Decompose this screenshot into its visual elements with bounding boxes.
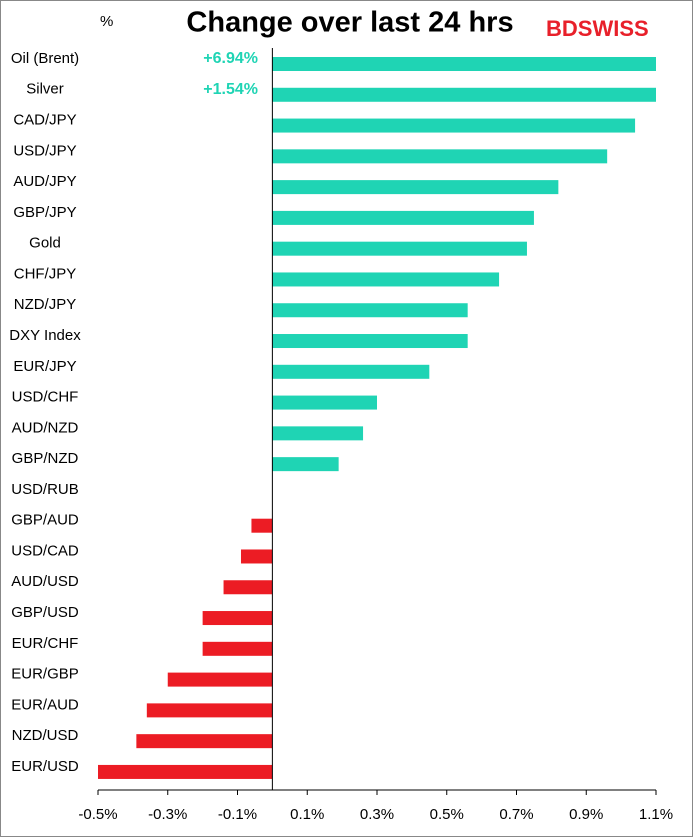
- value-label: +1.54%: [203, 81, 258, 98]
- bar: [272, 87, 656, 102]
- bar: [136, 734, 273, 749]
- x-tick-label: 0.5%: [430, 806, 464, 823]
- x-tick-label: 0.3%: [360, 806, 394, 823]
- y-tick-label: USD/JPY: [13, 142, 76, 159]
- bar: [202, 611, 273, 626]
- x-tick-label: -0.3%: [148, 806, 187, 823]
- y-tick-label: EUR/CHF: [12, 635, 79, 652]
- y-tick-label: Silver: [26, 81, 64, 98]
- bar: [272, 180, 559, 195]
- y-tick-label: Gold: [29, 235, 61, 252]
- y-tick-label: USD/CHF: [12, 389, 79, 406]
- bar: [272, 334, 468, 349]
- y-tick-label: GBP/USD: [11, 604, 79, 621]
- bar: [272, 118, 636, 133]
- y-tick-label: USD/RUB: [11, 481, 79, 498]
- y-tick-label: GBP/AUD: [11, 512, 79, 529]
- bar: [146, 703, 273, 718]
- unit-label: %: [100, 13, 113, 30]
- y-tick-label: EUR/AUD: [11, 696, 79, 713]
- y-tick-label: EUR/USD: [11, 758, 79, 775]
- bar: [167, 672, 273, 687]
- bar: [272, 149, 608, 164]
- chart-title: Change over last 24 hrs: [186, 7, 513, 39]
- bar: [272, 395, 377, 410]
- bar: [98, 764, 273, 779]
- x-tick-label: 0.1%: [290, 806, 324, 823]
- y-tick-label: CAD/JPY: [13, 112, 76, 129]
- bar: [272, 303, 468, 318]
- y-tick-label: AUD/JPY: [13, 173, 76, 190]
- bar: [202, 641, 273, 656]
- y-tick-label: GBP/JPY: [13, 204, 76, 221]
- bar: [272, 57, 656, 71]
- logo: BDSWISS: [546, 16, 649, 41]
- bar: [251, 518, 273, 533]
- y-tick-label: USD/CAD: [11, 542, 79, 559]
- x-tick-label: 1.1%: [639, 806, 673, 823]
- y-tick-label: GBP/NZD: [12, 450, 79, 467]
- bar: [223, 580, 273, 595]
- y-tick-label: EUR/GBP: [11, 666, 79, 683]
- x-tick-label: 0.7%: [499, 806, 533, 823]
- y-tick-label: NZD/JPY: [14, 296, 77, 313]
- bar: [272, 457, 339, 472]
- y-tick-label: NZD/USD: [12, 727, 79, 744]
- y-tick-label: CHF/JPY: [14, 265, 77, 282]
- bar: [272, 210, 534, 225]
- bar: [272, 272, 500, 287]
- bar: [240, 549, 273, 564]
- bar: [272, 364, 430, 379]
- y-tick-label: Oil (Brent): [11, 50, 79, 67]
- x-tick-label: -0.5%: [78, 806, 117, 823]
- y-tick-label: AUD/NZD: [12, 419, 79, 436]
- y-tick-label: EUR/JPY: [13, 358, 76, 375]
- value-label: +6.94%: [203, 50, 258, 67]
- bar: [272, 426, 364, 441]
- y-tick-label: AUD/USD: [11, 573, 79, 590]
- bar: [272, 241, 527, 256]
- y-tick-label: DXY Index: [9, 327, 81, 344]
- x-tick-label: 0.9%: [569, 806, 603, 823]
- x-tick-label: -0.1%: [218, 806, 257, 823]
